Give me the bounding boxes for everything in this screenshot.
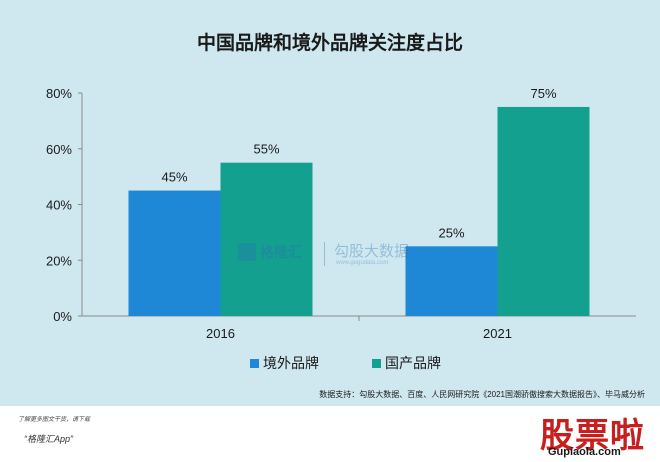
legend-label: 境外品牌 [263, 355, 319, 371]
bar [220, 162, 313, 316]
legend-swatch [250, 359, 259, 368]
y-tick-label: 60% [46, 142, 72, 157]
y-tick-label: 20% [46, 253, 72, 268]
bar [497, 106, 590, 316]
data-label: 25% [438, 225, 464, 240]
bar [405, 246, 498, 316]
watermark: 格隆汇 勾股大数据 www.gogudata.com [238, 240, 428, 274]
bars [128, 106, 590, 316]
legend-label: 国产品牌 [385, 355, 441, 371]
bar [128, 190, 221, 316]
source-note: 数据支持：勾股大数据、百度、人民网研究院《2021国潮骄傲搜索大数据报告》、毕马… [319, 389, 645, 399]
x-tick-label: 2016 [206, 326, 235, 341]
corner-logo-text: 股票啦 [540, 417, 645, 455]
corner-logo: 股票啦 Gupiaola.com [540, 408, 658, 460]
data-label: 45% [161, 170, 187, 185]
y-axis: 0% 20% 40% 60% 80% [46, 86, 83, 324]
y-tick-label: 40% [46, 198, 72, 213]
legend-swatch [372, 359, 381, 368]
watermark-brand: 格隆汇 [260, 244, 302, 260]
watermark-secondary: 勾股大数据 [334, 243, 410, 260]
data-label: 75% [530, 86, 556, 101]
footer-app-name: “格隆汇App” [24, 434, 74, 444]
data-labels: 45% 55% 25% 75% [161, 86, 556, 240]
watermark-divider [324, 242, 325, 266]
bar-chart: 中国品牌和境外品牌关注度占比 0% 20% 40% 60% 80% 2016 2021 4… [46, 31, 645, 399]
y-tick-label: 0% [53, 309, 72, 324]
watermark-logo-icon [238, 243, 256, 261]
footer-note: 了解更多图文干货，请下载 [18, 417, 91, 423]
y-tick-label: 80% [46, 86, 72, 101]
watermark-url: www.gogudata.com [336, 260, 389, 266]
x-tick-label: 2021 [483, 326, 512, 341]
legend: 境外品牌 国产品牌 [250, 355, 441, 371]
data-label: 55% [253, 142, 279, 157]
chart-title: 中国品牌和境外品牌关注度占比 [197, 31, 463, 54]
corner-logo-url: Gupiaola.com [548, 446, 621, 458]
x-axis: 2016 2021 [82, 315, 636, 341]
